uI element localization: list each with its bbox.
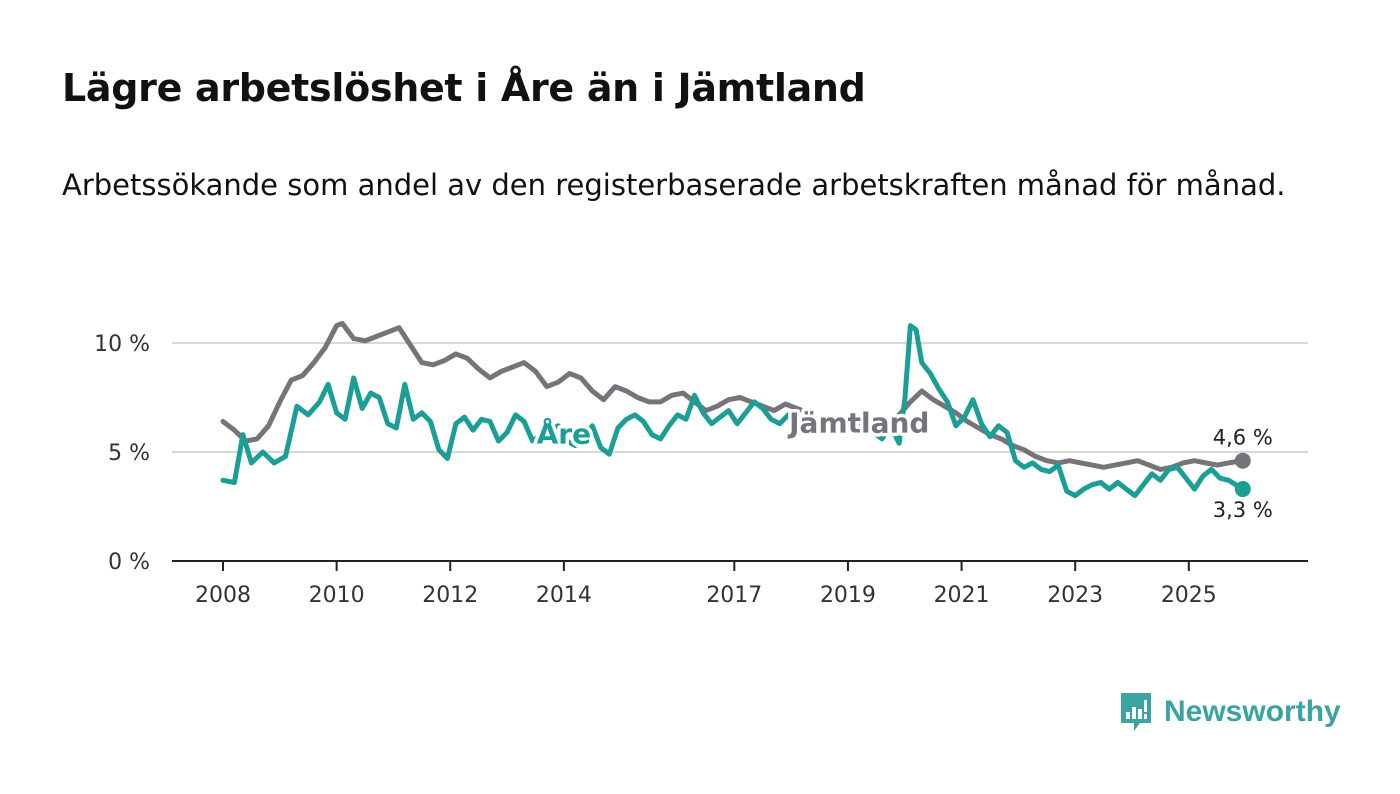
- chart-subtitle: Arbetssökande som andel av den registerb…: [62, 168, 1286, 202]
- line-chart: 0 %5 %10 % 2008 2010 2012 2014 2017 2019 2021 2…: [94, 320, 1308, 608]
- brand-name: Newsworthy: [1164, 695, 1341, 728]
- chart-title: Lägre arbetslöshet i Åre än i Jämtland: [62, 66, 866, 110]
- y-tick-label: 10 %: [94, 332, 150, 357]
- end-marker: [1234, 481, 1251, 498]
- series-line-are: [220, 323, 1246, 499]
- x-tick-label: 2025: [1161, 583, 1217, 608]
- y-axis-labels: 0 % 5 % 10 %: [94, 332, 150, 575]
- x-tick-label: 2021: [934, 583, 990, 608]
- end-value-label: 4,6 %: [1213, 426, 1273, 450]
- x-tick-label: 2010: [309, 583, 365, 608]
- x-tick-label: 2008: [195, 583, 251, 608]
- brand-logo[interactable]: Newsworthy: [1118, 690, 1341, 734]
- series-label-are: Åre: [537, 416, 591, 450]
- y-tick-label: 5 %: [108, 441, 150, 466]
- end-value-label: 3,3 %: [1213, 498, 1273, 522]
- end-marker: [1234, 452, 1251, 469]
- series-label-jamtland: Jämtland: [787, 406, 929, 439]
- series-lines: [220, 320, 1246, 499]
- x-tick-label: 2019: [820, 583, 876, 608]
- x-tick-label: 2012: [422, 583, 478, 608]
- x-tick-label: 2014: [536, 583, 592, 608]
- x-tick-label: 2023: [1047, 583, 1103, 608]
- annotations: Åre Jämtland 4,6 % 3,3 %: [533, 403, 1273, 522]
- y-tick-label: 0 %: [108, 550, 150, 575]
- x-tick-label: 2017: [706, 583, 762, 608]
- gridlines: [172, 342, 1308, 453]
- x-axis: 2008 2010 2012 2014 2017 2019 2021 2023 2025: [172, 560, 1308, 608]
- newsworthy-logo-icon: [1121, 693, 1151, 731]
- series-line-jamtland: [220, 320, 1246, 472]
